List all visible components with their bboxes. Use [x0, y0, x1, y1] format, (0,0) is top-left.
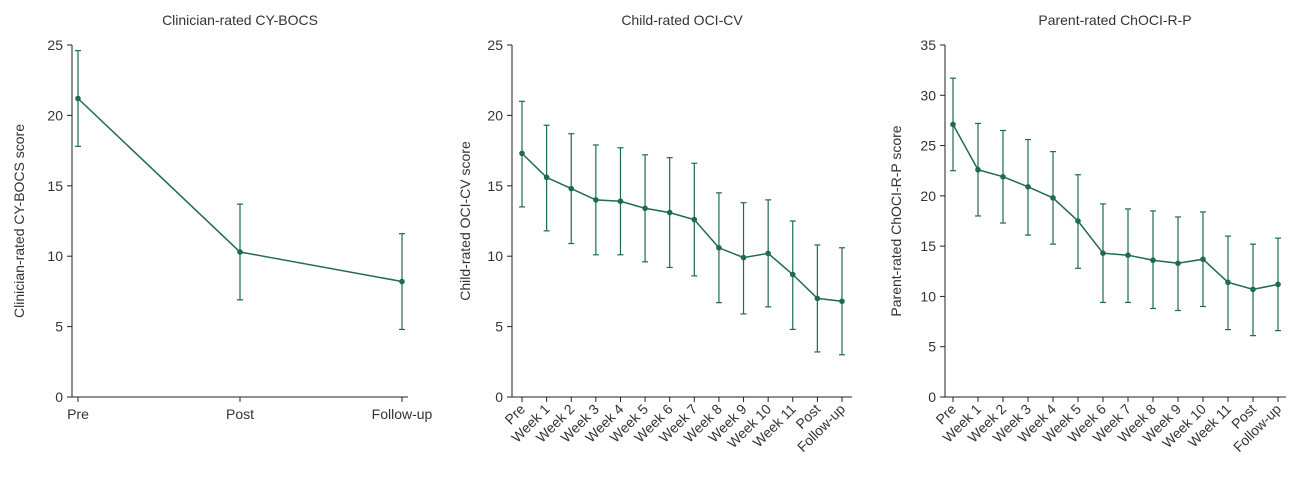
data-point	[1075, 218, 1081, 224]
data-point	[975, 166, 981, 173]
y-tick-label: 15	[920, 238, 936, 254]
data-point	[1125, 252, 1131, 258]
data-point	[75, 95, 81, 102]
data-point	[1100, 250, 1106, 256]
y-tick-label: 35	[920, 37, 936, 53]
y-tick-label: 5	[495, 319, 503, 335]
y-tick-label: 20	[487, 107, 503, 123]
data-point	[543, 174, 550, 181]
data-point	[1200, 256, 1206, 263]
panel-clinician-cybocs: Clinician-rated CY-BOCS Clinician-rated C…	[11, 12, 433, 422]
data-point	[399, 278, 405, 285]
data-point	[1250, 286, 1256, 293]
data-point	[568, 185, 575, 192]
panel-child-ocicv: Child-rated OCI-CV Child-rated OCI-CV sco…	[457, 12, 852, 455]
data-point	[716, 244, 722, 251]
y-tick-label: 10	[47, 248, 63, 264]
data-point	[1000, 173, 1006, 180]
data-point	[1275, 281, 1281, 288]
data-point	[1050, 195, 1056, 201]
data-point	[765, 250, 771, 257]
y-axis-label: Parent-rated ChOCI-R-P score	[888, 125, 904, 316]
y-tick-label: 25	[47, 37, 63, 53]
panel-parent-chocirp: Parent-rated ChOCI-R-P Parent-rated ChOCI…	[888, 12, 1286, 455]
data-point	[691, 216, 698, 223]
y-tick-label: 0	[55, 389, 63, 405]
data-point	[666, 209, 673, 216]
data-point	[740, 254, 747, 261]
series-line	[952, 124, 1279, 291]
y-tick-label: 20	[47, 107, 63, 123]
data-point	[593, 197, 599, 203]
chart-title: Parent-rated ChOCI-R-P	[1038, 12, 1191, 28]
series-line	[521, 152, 843, 303]
data-point	[237, 249, 243, 255]
data-point	[789, 271, 796, 278]
y-tick-label: 30	[920, 87, 936, 103]
y-tick-label: 5	[928, 339, 936, 355]
data-point	[617, 198, 624, 205]
y-tick-label: 0	[495, 389, 503, 405]
y-tick-label: 10	[920, 288, 936, 304]
y-tick-label: 15	[487, 178, 503, 194]
data-point	[1225, 279, 1231, 286]
data-point	[1025, 184, 1031, 190]
data-point	[642, 205, 648, 212]
data-point	[950, 121, 956, 128]
y-tick-label: 15	[47, 178, 63, 194]
data-point	[814, 295, 821, 302]
x-tick-label: Pre	[67, 406, 89, 422]
y-tick-label: 5	[55, 319, 63, 335]
y-axis-label: Child-rated OCI-CV score	[457, 141, 473, 301]
y-axis-label: Clinician-rated CY-BOCS score	[11, 124, 27, 318]
y-tick-label: 20	[920, 188, 936, 204]
data-point	[519, 150, 525, 157]
chart-title: Clinician-rated CY-BOCS	[162, 12, 318, 28]
chart-title: Child-rated OCI-CV	[621, 12, 743, 28]
data-point	[839, 298, 845, 305]
y-tick-label: 10	[487, 248, 503, 264]
y-tick-label: 0	[928, 389, 936, 405]
data-point	[1150, 257, 1156, 264]
y-tick-label: 25	[920, 138, 936, 154]
x-tick-label: Follow-up	[372, 406, 433, 422]
data-point	[1175, 260, 1181, 267]
y-tick-label: 25	[487, 37, 503, 53]
x-tick-label: Post	[226, 406, 254, 422]
